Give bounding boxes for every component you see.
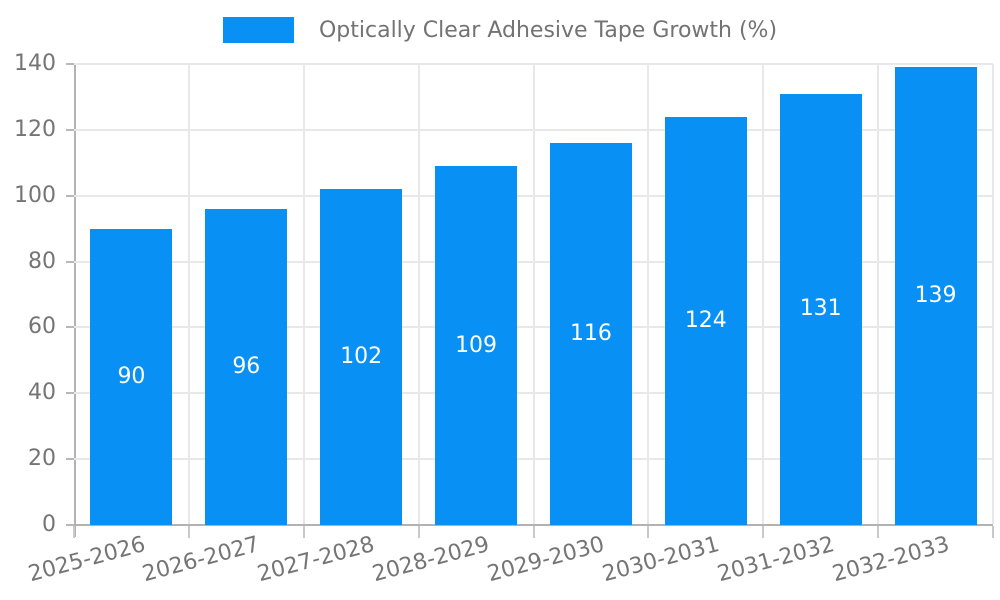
y-tick-mark: [66, 524, 74, 526]
x-tick-mark: [532, 526, 535, 538]
v-gridline: [877, 64, 880, 524]
bar-2030-2031[interactable]: [664, 116, 747, 525]
x-axis-line: [66, 524, 993, 526]
x-axis-tick-label: 2031-2032: [714, 532, 837, 588]
x-axis-tick-label: 2032-2033: [829, 532, 952, 588]
bar-2025-2026[interactable]: [90, 228, 173, 525]
y-axis-tick-label: 20: [28, 446, 56, 472]
bar-value-label: 116: [569, 321, 612, 346]
y-axis-line: [74, 64, 76, 537]
x-axis-tick-label: 2030-2031: [599, 532, 723, 588]
y-axis-tick-label: 140: [14, 51, 56, 76]
x-axis-tick-label: 2029-2030: [484, 532, 608, 588]
x-axis-tick-label: 2028-2029: [369, 532, 493, 588]
legend-label: Optically Clear Adhesive Tape Growth (%): [318, 17, 778, 43]
x-axis-tick-label: 2025-2026: [25, 532, 148, 588]
v-gridline: [647, 64, 650, 524]
v-gridline: [417, 64, 420, 524]
bar-2031-2032[interactable]: [779, 93, 862, 525]
legend-swatch-icon: [222, 17, 294, 43]
y-tick-mark: [66, 128, 74, 131]
bar-value-label: 131: [799, 296, 842, 322]
legend[interactable]: Optically Clear Adhesive Tape Growth (%): [0, 17, 1000, 43]
bar-value-label: 109: [455, 332, 498, 358]
y-tick-mark: [66, 194, 74, 197]
bar-2026-2027[interactable]: [205, 208, 288, 525]
bar-value-label: 90: [117, 363, 146, 389]
y-axis-tick-label: 60: [28, 314, 56, 340]
x-tick-mark: [187, 526, 190, 538]
v-gridline: [302, 64, 305, 524]
x-tick-mark: [73, 526, 75, 538]
v-gridline: [992, 64, 994, 524]
x-tick-mark: [992, 526, 994, 538]
y-tick-mark: [66, 260, 74, 263]
x-axis-tick-label: 2027-2028: [255, 532, 378, 588]
y-axis-tick-label: 120: [14, 116, 56, 142]
v-gridline: [532, 64, 535, 524]
bar-value-label: 124: [684, 307, 727, 333]
bar-value-label: 139: [914, 283, 957, 309]
x-tick-mark: [302, 526, 305, 538]
y-axis-tick-label: 100: [14, 182, 56, 208]
y-tick-mark: [66, 458, 74, 461]
x-tick-mark: [877, 526, 880, 538]
y-axis-tick-label: 0: [42, 512, 56, 537]
y-tick-mark: [66, 63, 74, 65]
x-axis-tick-label: 2026-2027: [140, 532, 263, 588]
bar-2028-2029[interactable]: [435, 166, 518, 525]
bar-value-label: 96: [232, 353, 261, 379]
y-tick-mark: [66, 326, 74, 329]
y-axis-tick-label: 40: [28, 380, 56, 406]
x-tick-mark: [647, 526, 650, 538]
y-axis-tick-label: 80: [28, 248, 56, 274]
bar-2029-2030[interactable]: [549, 143, 632, 525]
bar-2027-2028[interactable]: [320, 189, 403, 525]
x-tick-mark: [762, 526, 765, 538]
x-tick-mark: [417, 526, 420, 538]
bar-value-label: 102: [340, 344, 383, 370]
bar-2032-2033[interactable]: [894, 67, 977, 525]
v-gridline: [762, 64, 765, 524]
v-gridline: [187, 64, 190, 524]
y-tick-mark: [66, 392, 74, 395]
